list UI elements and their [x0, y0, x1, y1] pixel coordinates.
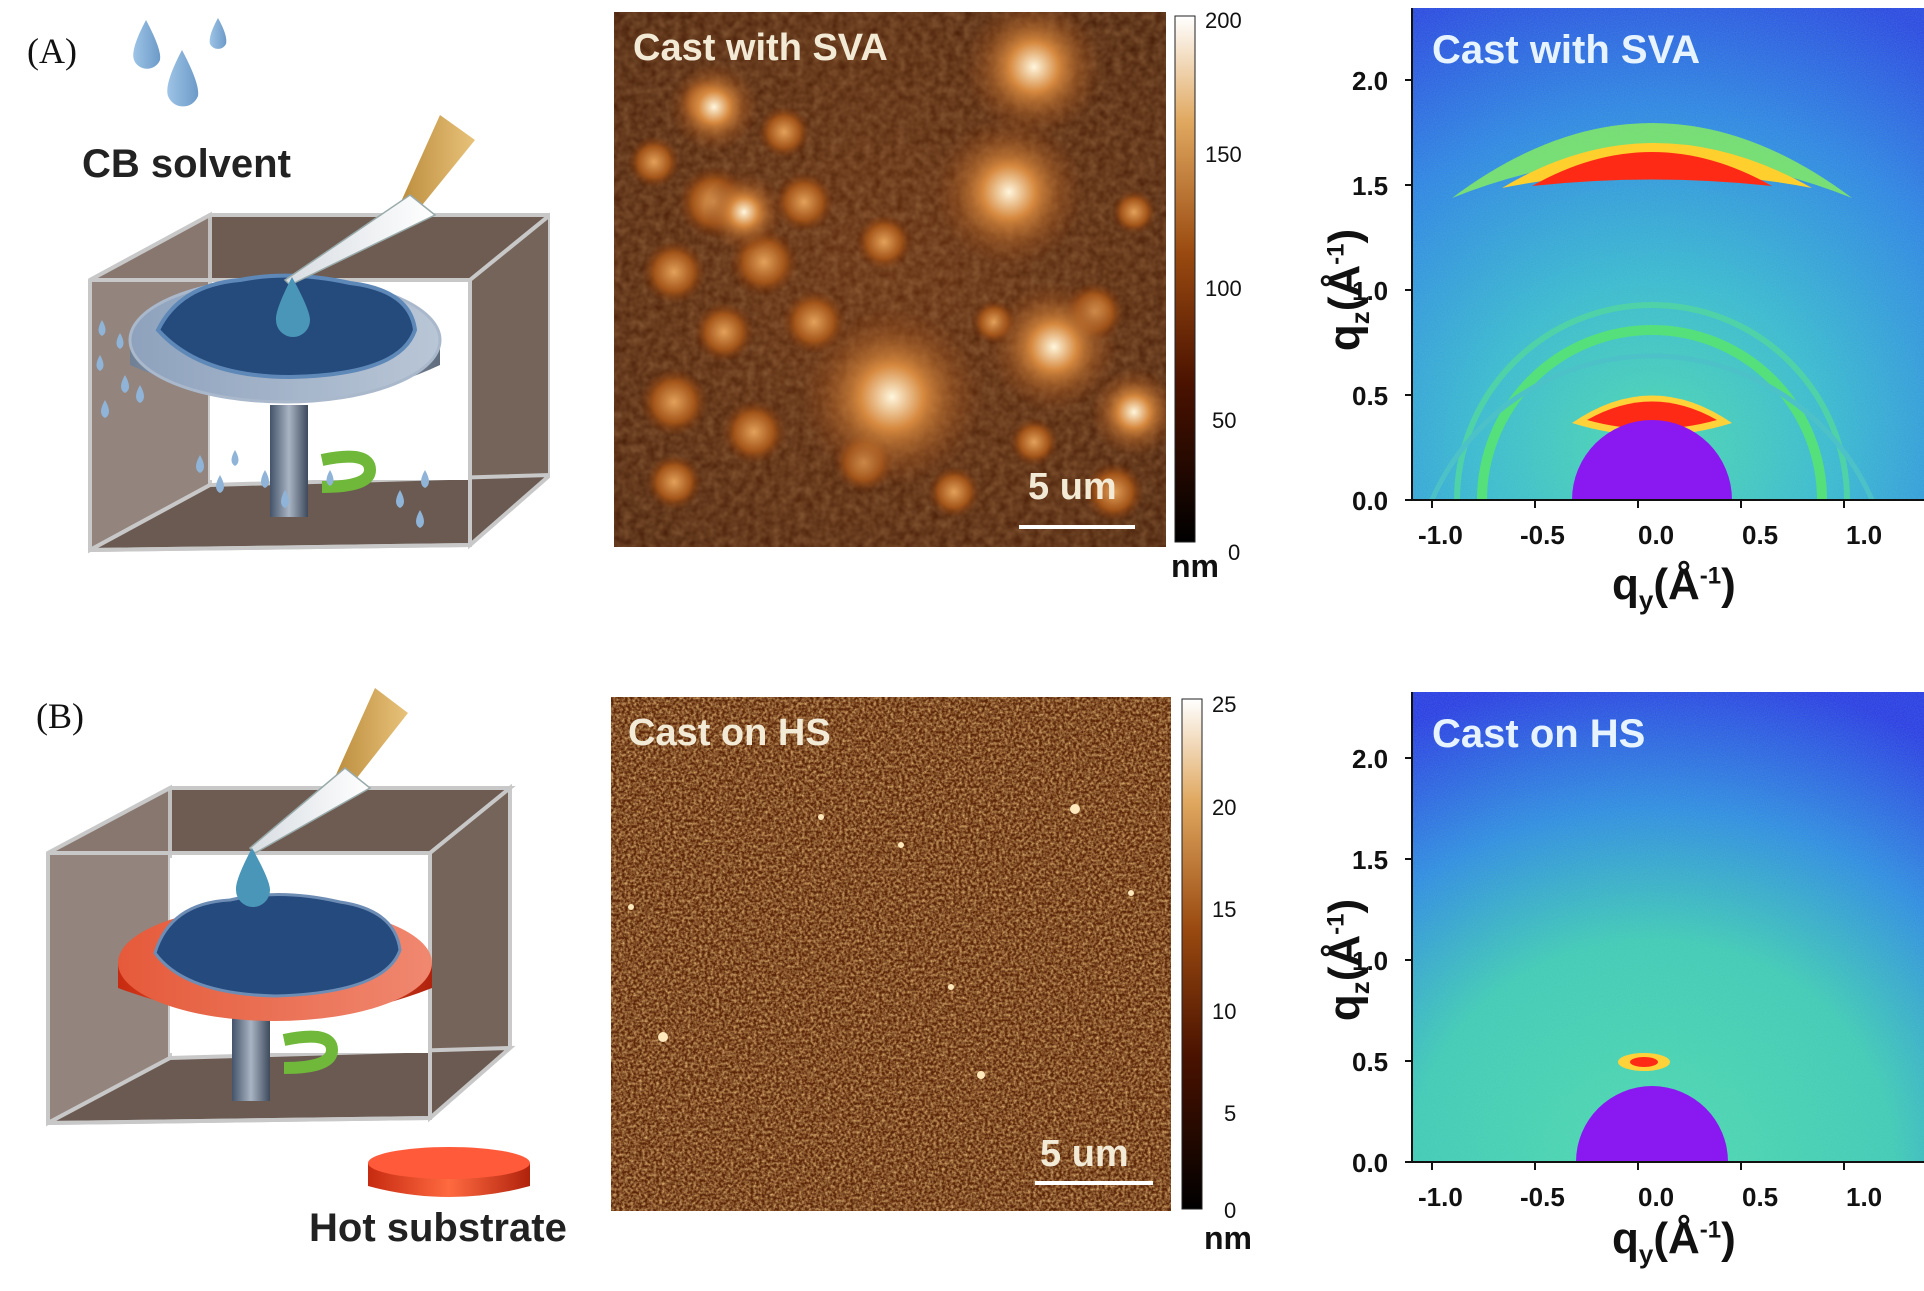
- colorbar-b: [1181, 698, 1203, 1210]
- pipette-icon-b: [248, 688, 408, 854]
- afm-b-scalebar-label: 5 um: [1040, 1133, 1129, 1175]
- giwaxs-b-title: Cast on HS: [1432, 712, 1646, 756]
- hot-substrate-chamber-diagram: [46, 688, 530, 1197]
- cbar-a-tick-200: 200: [1205, 8, 1242, 33]
- gi-b-ytick-0: 0.0: [1352, 1148, 1389, 1178]
- scale-bar-a: [1019, 525, 1135, 529]
- giwaxs-a-axes: [1405, 8, 1924, 508]
- gi-a-ytick-0: 0.0: [1352, 486, 1389, 516]
- gi-b-xtick-1: 1.0: [1846, 1182, 1883, 1212]
- cbar-a-tick-150: 150: [1205, 142, 1242, 167]
- afm-image-b: [611, 697, 1171, 1211]
- gi-a-ytick-05: 0.5: [1352, 381, 1389, 411]
- gi-b-ytick-2: 2.0: [1352, 744, 1389, 774]
- gi-a-ytick-15: 1.5: [1352, 171, 1389, 201]
- gi-a-ytick-2: 2.0: [1352, 66, 1389, 96]
- gi-b-yaxis-label: qz(Å-1): [1320, 898, 1375, 1022]
- gi-a-yaxis-label: qz(Å-1): [1320, 228, 1375, 352]
- giwaxs-image-a: [1412, 8, 1924, 502]
- panel-b-label: (B): [36, 696, 84, 736]
- gi-a-xtick-m05: -0.5: [1520, 520, 1565, 550]
- cbar-b-tick-25: 25: [1212, 692, 1237, 717]
- hot-substrate-icon: [368, 1147, 530, 1197]
- gi-b-xtick-m1: -1.0: [1418, 1182, 1463, 1212]
- cbar-b-tick-20: 20: [1212, 795, 1237, 820]
- colorbar-a: [1174, 15, 1196, 543]
- gi-a-ytick-1: 1.0: [1352, 276, 1389, 306]
- cbar-a-unit: nm: [1171, 548, 1219, 584]
- gi-b-ytick-1: 1.0: [1352, 946, 1389, 976]
- cbar-b-tick-0: 0: [1224, 1198, 1237, 1223]
- gi-a-xtick-m1: -1.0: [1418, 520, 1463, 550]
- gi-b-xtick-m05: -0.5: [1520, 1182, 1565, 1212]
- cbar-b-tick-5: 5: [1224, 1101, 1237, 1126]
- gi-a-xtick-1: 1.0: [1846, 520, 1883, 550]
- solvent-drops-icon: [133, 18, 227, 107]
- gi-b-xaxis-label: qy(Å-1): [1612, 1214, 1736, 1269]
- afm-b-title: Cast on HS: [628, 712, 831, 754]
- panel-a-label: (A): [27, 31, 77, 71]
- afm-image-a: [614, 12, 1166, 547]
- cbar-b-unit: nm: [1204, 1220, 1252, 1256]
- afm-a-scalebar-label: 5 um: [1028, 466, 1117, 508]
- giwaxs-a-title: Cast with SVA: [1432, 28, 1701, 72]
- giwaxs-image-b: [1412, 692, 1924, 1162]
- gi-a-xaxis-label: qy(Å-1): [1612, 560, 1736, 615]
- cbar-b-tick-15: 15: [1212, 897, 1237, 922]
- giwaxs-b-axes: [1405, 692, 1924, 1170]
- cbar-a-tick-50: 50: [1212, 408, 1237, 433]
- gi-a-xtick-0: 0.0: [1638, 520, 1675, 550]
- cb-solvent-label: CB solvent: [82, 142, 291, 186]
- cbar-b-tick-10: 10: [1212, 999, 1237, 1024]
- gi-b-ytick-15: 1.5: [1352, 845, 1389, 875]
- scale-bar-b: [1035, 1181, 1153, 1185]
- gi-a-xtick-05: 0.5: [1742, 520, 1779, 550]
- gi-b-xtick-05: 0.5: [1742, 1182, 1779, 1212]
- cbar-a-tick-0: 0: [1228, 540, 1241, 565]
- cbar-a-tick-100: 100: [1205, 276, 1242, 301]
- gi-b-ytick-05: 0.5: [1352, 1047, 1389, 1077]
- afm-a-title: Cast with SVA: [633, 27, 888, 69]
- gi-b-xtick-0: 0.0: [1638, 1182, 1675, 1212]
- hot-substrate-label: Hot substrate: [309, 1206, 567, 1250]
- sva-chamber-diagram: [88, 115, 550, 554]
